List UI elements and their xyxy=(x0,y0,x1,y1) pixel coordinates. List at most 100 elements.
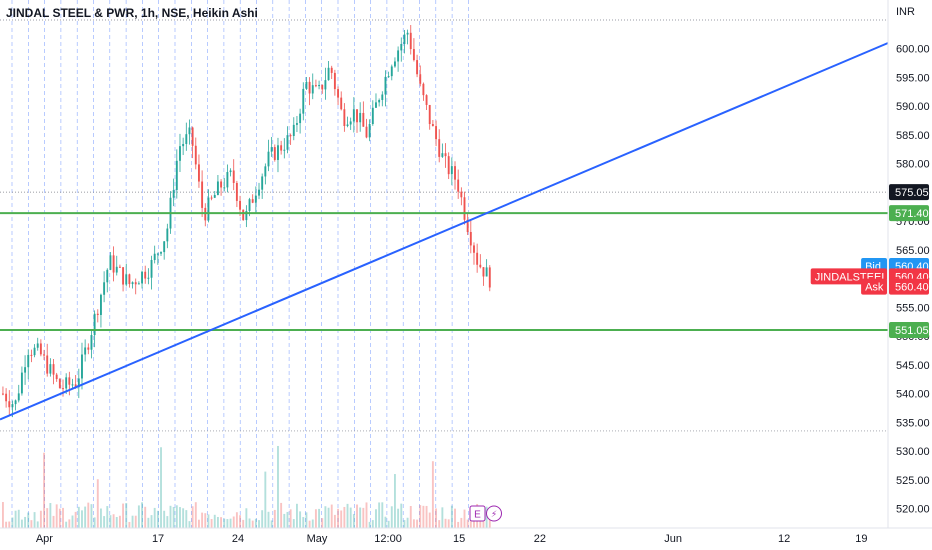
volume-bar xyxy=(96,479,99,528)
candle-body xyxy=(77,378,80,388)
volume-bar xyxy=(305,512,308,528)
volume-bar xyxy=(387,520,390,528)
volume-bar xyxy=(17,509,20,528)
volume-bar xyxy=(150,515,153,528)
candle-body xyxy=(438,139,441,157)
y-tick-label: 555.00 xyxy=(896,302,930,314)
price-label-value: 560.40 xyxy=(895,282,929,294)
level-price-label xyxy=(889,322,929,339)
candle-body xyxy=(207,197,210,221)
volume-bar xyxy=(343,506,346,528)
volume-bar xyxy=(216,516,219,528)
volume-bar xyxy=(406,517,409,528)
volume-bar xyxy=(24,516,27,528)
y-tick-label: 565.00 xyxy=(896,245,930,257)
y-tick-label: 580.00 xyxy=(896,159,930,171)
volume-bar xyxy=(144,506,147,528)
volume-bar xyxy=(71,515,74,528)
volume-bar xyxy=(109,515,112,528)
volume-bar xyxy=(431,461,434,528)
candle-body xyxy=(52,364,55,375)
x-tick-label: 19 xyxy=(855,533,867,545)
volume-bar xyxy=(277,445,279,528)
candle-body xyxy=(8,401,11,408)
candle-body xyxy=(103,282,106,295)
volume-bar xyxy=(122,503,125,528)
volume-bar xyxy=(204,513,207,528)
candle-body xyxy=(245,210,248,221)
volume-bar xyxy=(302,517,305,528)
volume-bar xyxy=(74,511,77,528)
volume-bar xyxy=(362,507,365,528)
candle-body xyxy=(349,121,352,125)
candle-body xyxy=(81,354,83,379)
volume-bar xyxy=(36,521,39,528)
candle-body xyxy=(466,219,469,232)
volume-bar xyxy=(33,512,36,528)
volume-bar xyxy=(394,474,396,528)
time-axis-background xyxy=(0,528,932,550)
candle-body xyxy=(311,85,314,94)
candle-body xyxy=(280,145,283,151)
candle-body xyxy=(365,126,368,138)
volume-bar xyxy=(182,508,185,528)
volume-bar xyxy=(68,519,71,528)
y-tick-label: 595.00 xyxy=(896,72,930,84)
volume-bar xyxy=(166,516,169,528)
candle-body xyxy=(39,343,42,355)
candle-body xyxy=(283,149,286,151)
candle-body xyxy=(134,282,137,285)
price-label-value: 575.05 xyxy=(895,187,929,199)
volume-bar xyxy=(188,521,191,528)
candle-body xyxy=(314,85,317,87)
candle-body xyxy=(2,393,4,395)
volume-bar xyxy=(425,505,428,528)
volume-bar xyxy=(248,518,251,528)
candle-body xyxy=(220,181,223,188)
candle-body xyxy=(11,404,14,408)
volume-bar xyxy=(267,511,270,528)
candle-body xyxy=(450,166,453,175)
volume-bar xyxy=(11,517,14,528)
candle-body xyxy=(441,153,444,157)
volume-bar xyxy=(444,518,447,528)
level-price-label-text: 551.05 xyxy=(895,325,929,337)
volume-bar xyxy=(390,506,393,528)
volume-bar xyxy=(469,515,472,528)
volume-bar xyxy=(463,509,466,528)
candle-body xyxy=(384,76,387,95)
y-tick-label: 600.00 xyxy=(896,44,930,56)
volume-bar xyxy=(172,506,175,528)
y-tick-label: 540.00 xyxy=(896,389,930,401)
candle-body xyxy=(447,156,450,175)
volume-bar xyxy=(333,514,336,528)
volume-bar xyxy=(292,519,295,528)
volume-bar xyxy=(198,519,200,528)
volume-bar xyxy=(106,506,109,528)
candle-body xyxy=(71,384,74,386)
volume-bar xyxy=(52,515,55,528)
candle-body xyxy=(267,151,270,167)
volume-bar xyxy=(324,506,327,528)
candle-body xyxy=(469,231,472,246)
volume-bar xyxy=(93,517,96,528)
candle-body xyxy=(153,253,156,260)
x-tick-label: May xyxy=(307,533,328,545)
candle-body xyxy=(163,241,166,253)
candle-body xyxy=(261,176,264,190)
candle-body xyxy=(43,354,45,356)
volume-bar xyxy=(137,505,140,528)
candle-body xyxy=(333,72,336,90)
volume-bar xyxy=(131,515,134,528)
volume-bar xyxy=(330,504,333,528)
volume-bar xyxy=(397,508,400,528)
candle-body xyxy=(216,181,219,195)
candle-body xyxy=(463,197,466,220)
candle-body xyxy=(179,146,181,161)
candle-body xyxy=(33,347,36,356)
volume-bar xyxy=(327,507,330,528)
candle-body xyxy=(36,343,39,348)
candle-body xyxy=(109,255,112,270)
candle-body xyxy=(431,124,434,127)
